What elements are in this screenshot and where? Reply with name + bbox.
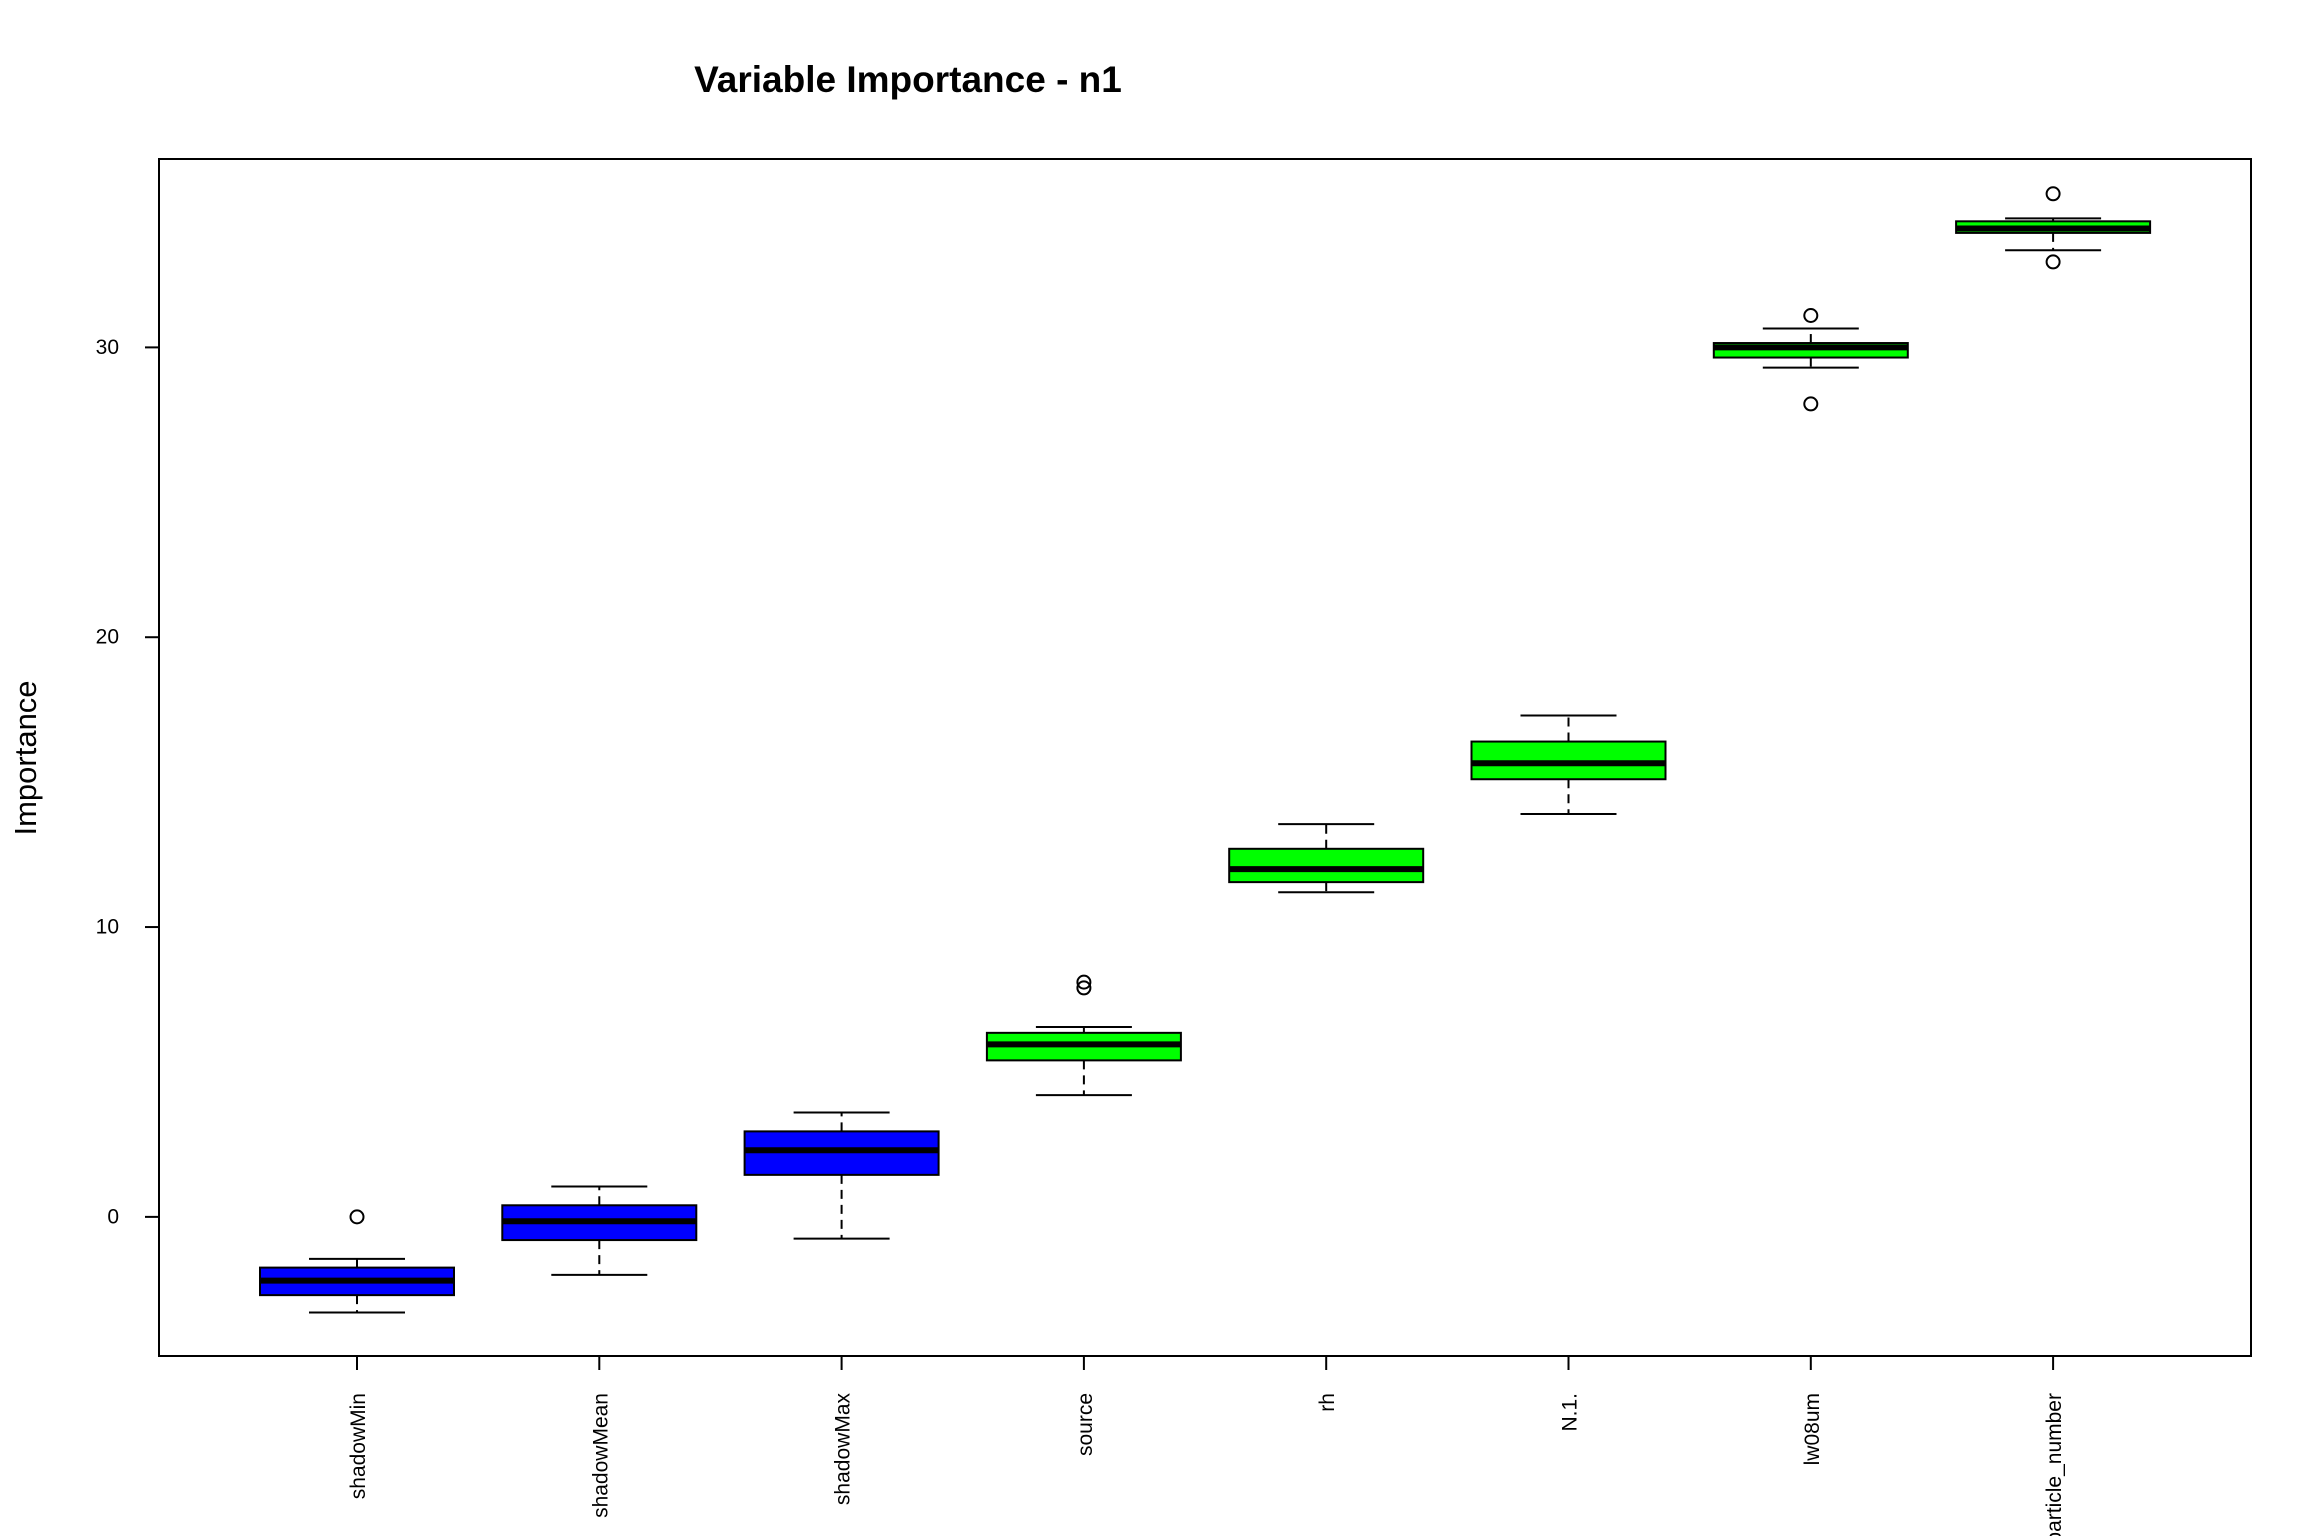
x-axis: shadowMin shadowMean shadowMax source rh N.1.…: [347, 1356, 2066, 1536]
box-body: [1228, 847, 1425, 884]
chart-title: Variable Importance - n1: [694, 59, 1122, 100]
x-tick-label: particle_number: [2043, 1393, 2066, 1536]
plot-frame: [158, 158, 2252, 1357]
box-N.1.: [1470, 714, 1667, 816]
outlier-point: [2045, 186, 2061, 202]
y-axis: 0 10 20 30: [96, 336, 159, 1228]
x-tick-label: source: [1074, 1393, 1097, 1456]
y-axis-label: Importance: [8, 680, 43, 835]
y-tick-label: 30: [96, 336, 119, 359]
boxplot-series: [259, 186, 2152, 1314]
outlier-point: [349, 1209, 365, 1225]
box-shadowMin: [259, 1209, 455, 1314]
box-source: [985, 974, 1182, 1097]
box-shadowMax: [743, 1111, 940, 1240]
x-tick-label: rh: [1316, 1393, 1339, 1412]
x-tick-label: lw08um: [1801, 1393, 1824, 1465]
box-shadowMean: [501, 1185, 698, 1276]
y-tick-label: 10: [96, 916, 119, 939]
outlier-point: [2045, 254, 2061, 270]
x-tick-label: shadowMin: [347, 1393, 370, 1499]
y-tick-label: 20: [96, 626, 119, 649]
y-tick-label: 0: [107, 1205, 119, 1228]
outlier-point: [1076, 980, 1092, 996]
x-tick-label: shadowMax: [832, 1393, 855, 1506]
outlier-point: [1803, 308, 1819, 324]
outlier-point: [1803, 396, 1819, 412]
x-tick-label: N.1.: [1559, 1393, 1582, 1432]
box-particle_number: [1955, 186, 2152, 270]
box-rh: [1228, 823, 1425, 894]
outlier-point: [1076, 974, 1092, 990]
box-lw08um: [1712, 308, 1909, 412]
x-tick-label: shadowMean: [589, 1393, 612, 1518]
